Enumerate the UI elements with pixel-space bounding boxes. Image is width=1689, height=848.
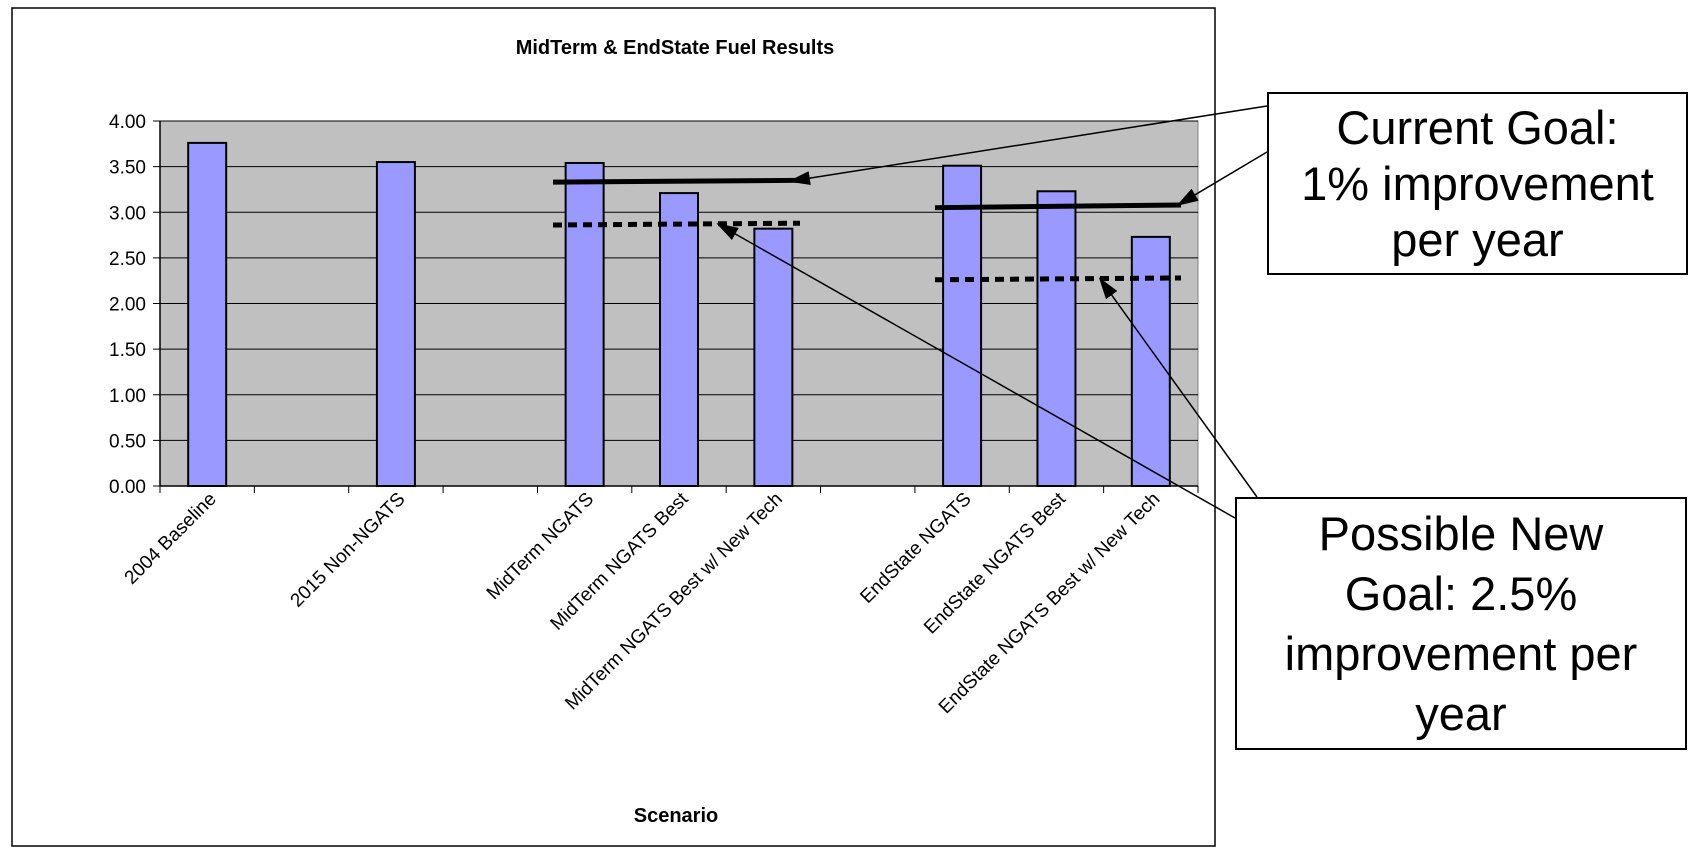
callout-arrow (716, 223, 1236, 519)
goal-lines (552, 177, 1182, 283)
bar (564, 161, 605, 487)
new-goal-line-2: Goal: 2.5% (1344, 566, 1578, 620)
new-goal-line (934, 275, 1182, 283)
y-axis-ticks: 0.00 0.50 1.00 1.50 2.00 2.50 3.00 3.50 4.00 (109, 112, 160, 498)
axes (159, 121, 1198, 487)
new-goal-line (552, 220, 801, 228)
new-goal-line-4: year (1415, 686, 1507, 740)
callout-arrow (788, 105, 1268, 186)
current-goal-line-1: Current Goal: (1336, 100, 1619, 154)
bar (753, 227, 794, 488)
y-tick-label: 1.50 (109, 340, 146, 361)
current-goal-callout: Current Goal: 1% improvement per year (1267, 92, 1688, 275)
callout-arrow (1098, 277, 1258, 498)
current-goal-line (552, 177, 801, 185)
y-tick-label: 0.50 (109, 431, 146, 452)
callout-arrow (1176, 151, 1268, 206)
chart-title: MidTerm & EndState Fuel Results (516, 37, 835, 59)
new-goal-callout: Possible New Goal: 2.5% improvement per … (1235, 497, 1687, 750)
bar (1036, 190, 1077, 487)
bar (942, 164, 983, 487)
bar (187, 141, 228, 487)
y-tick-label: 4.00 (109, 112, 146, 133)
callout-arrows (716, 105, 1268, 519)
y-tick-label: 3.00 (109, 203, 146, 224)
current-goal-line-3: per year (1391, 212, 1564, 266)
y-tick-label: 2.50 (109, 249, 146, 270)
bar (1130, 235, 1171, 487)
y-tick-label: 3.50 (109, 158, 146, 179)
bar (659, 192, 699, 487)
new-goal-line-1: Possible New (1318, 506, 1604, 560)
x-axis-title: Scenario (634, 805, 718, 827)
current-goal-line (934, 202, 1182, 211)
new-goal-line-3: improvement per (1284, 626, 1638, 680)
bar (375, 161, 416, 487)
current-goal-line-2: 1% improvement (1301, 156, 1654, 210)
y-tick-label: 1.00 (109, 386, 146, 407)
y-tick-label: 0.00 (109, 477, 146, 498)
y-tick-label: 2.00 (109, 295, 146, 316)
bars (187, 141, 1171, 488)
